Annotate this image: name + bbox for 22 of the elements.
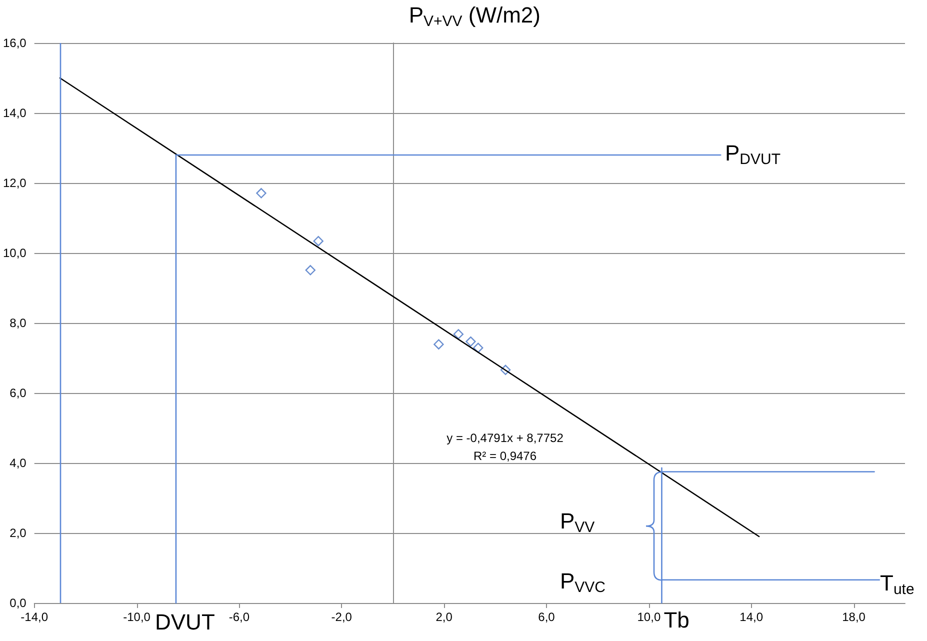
y-tick-label: 8,0 xyxy=(10,316,27,330)
x-tick-label: 18,0 xyxy=(842,610,866,624)
x-tick-label: 6,0 xyxy=(538,610,556,624)
annotation: R² = 0,9476 xyxy=(473,449,537,463)
x-tick-label: 10,0 xyxy=(637,610,661,624)
y-tick-label: 2,0 xyxy=(10,526,27,540)
annotation: Tb xyxy=(664,608,690,632)
x-tick-label: -6,0 xyxy=(228,610,250,624)
y-tick-label: 16,0 xyxy=(2,36,27,50)
x-tick-label: 14,0 xyxy=(740,610,764,624)
y-tick-label: 6,0 xyxy=(10,386,27,400)
y-tick-label: 0,0 xyxy=(10,596,27,610)
y-tick-label: 14,0 xyxy=(2,106,27,120)
y-tick-label: 12,0 xyxy=(2,176,27,190)
y-tick-label: 4,0 xyxy=(10,456,27,470)
x-tick-label: -14,0 xyxy=(20,610,48,624)
annotation: y = -0,4791x + 8,7752 xyxy=(446,431,564,445)
x-tick-label: -10,0 xyxy=(123,610,151,624)
x-tick-label: 2,0 xyxy=(436,610,453,624)
y-tick-label: 10,0 xyxy=(2,246,27,260)
x-tick-label: -2,0 xyxy=(331,610,352,624)
text: DVUT xyxy=(155,610,215,634)
